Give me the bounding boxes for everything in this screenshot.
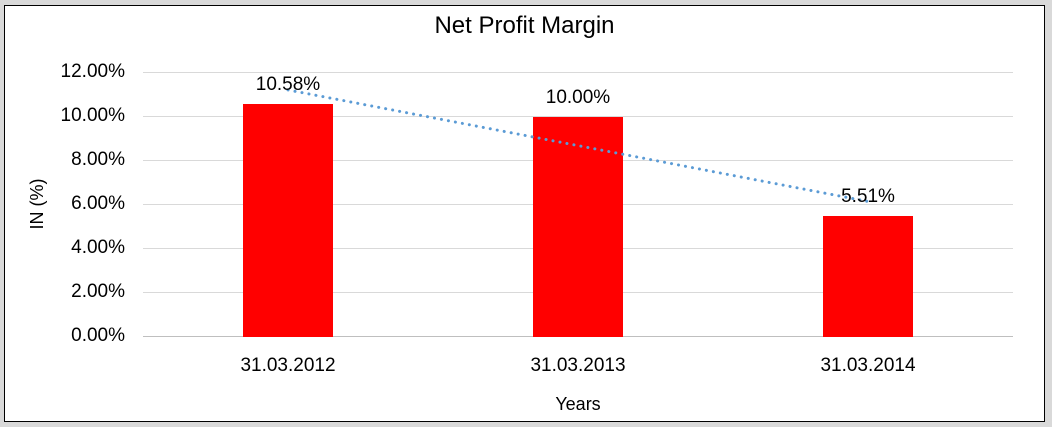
x-tick-label: 31.03.2014 — [820, 355, 916, 376]
bar-31.03.2013 — [533, 117, 623, 337]
gridline — [143, 72, 1013, 73]
y-tick-label: 0.00% — [71, 325, 125, 346]
data-label: 10.00% — [545, 87, 611, 108]
bar-31.03.2012 — [243, 104, 333, 337]
x-tick-label: 31.03.2012 — [240, 355, 336, 376]
data-label: 5.51% — [841, 185, 895, 207]
plot-area: 10.58% 10.00% 5.51% — [143, 72, 1013, 337]
trendline — [286, 88, 870, 203]
y-tick-label: 2.00% — [71, 281, 125, 302]
chart-area — [4, 5, 1045, 422]
y-tick-label: 8.00% — [71, 149, 125, 170]
y-tick-label: 4.00% — [71, 237, 125, 258]
x-axis-title: Years — [555, 394, 601, 414]
y-tick-label: 6.00% — [71, 193, 125, 214]
x-tick-label: 31.03.2013 — [530, 355, 626, 376]
chart-title: Net Profit Margin — [434, 12, 615, 39]
trendline-path — [286, 88, 870, 203]
data-label: 10.58% — [255, 74, 321, 96]
y-tick-label: 10.00% — [60, 105, 125, 126]
bar-31.03.2014 — [823, 215, 913, 337]
gridline — [143, 116, 1013, 117]
y-tick-label: 12.00% — [60, 61, 125, 82]
